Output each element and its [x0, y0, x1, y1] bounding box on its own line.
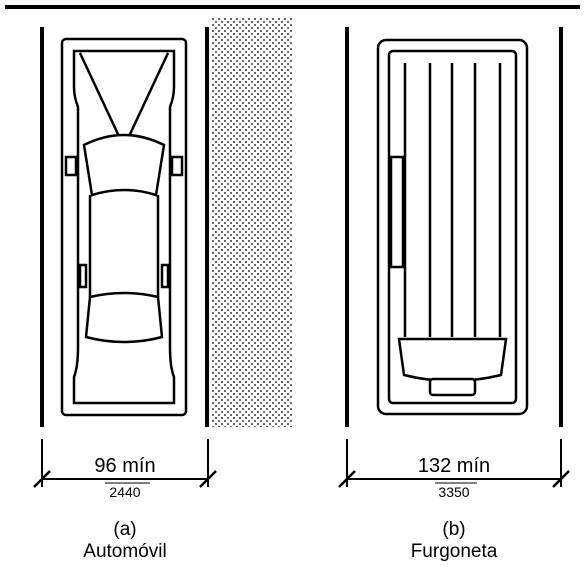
dimension-b-main: 132 mín — [345, 455, 563, 478]
figure-a-name: Automóvil — [40, 541, 210, 563]
boundary-left-b — [345, 27, 349, 427]
aisle-pattern-svg — [212, 18, 292, 427]
car-top-view — [60, 37, 188, 417]
van-svg — [375, 37, 530, 417]
car-svg — [60, 37, 188, 417]
boundary-left-a — [40, 27, 44, 427]
diagram-container: 96 mín 2440 132 mín 3350 (a) Automóvil (… — [0, 9, 585, 569]
figure-b-letter: (b) — [345, 519, 563, 541]
dimension-a-main: 96 mín — [40, 455, 210, 478]
figure-b-name: Furgoneta — [345, 541, 563, 563]
access-aisle — [212, 18, 292, 427]
boundary-right-a — [205, 27, 209, 427]
van-top-view — [375, 37, 530, 417]
figure-a-letter: (a) — [40, 519, 210, 541]
boundary-right-b — [559, 27, 563, 427]
dimension-a-sub: 2440 — [40, 484, 210, 500]
dimension-b-sub: 3350 — [345, 484, 563, 500]
